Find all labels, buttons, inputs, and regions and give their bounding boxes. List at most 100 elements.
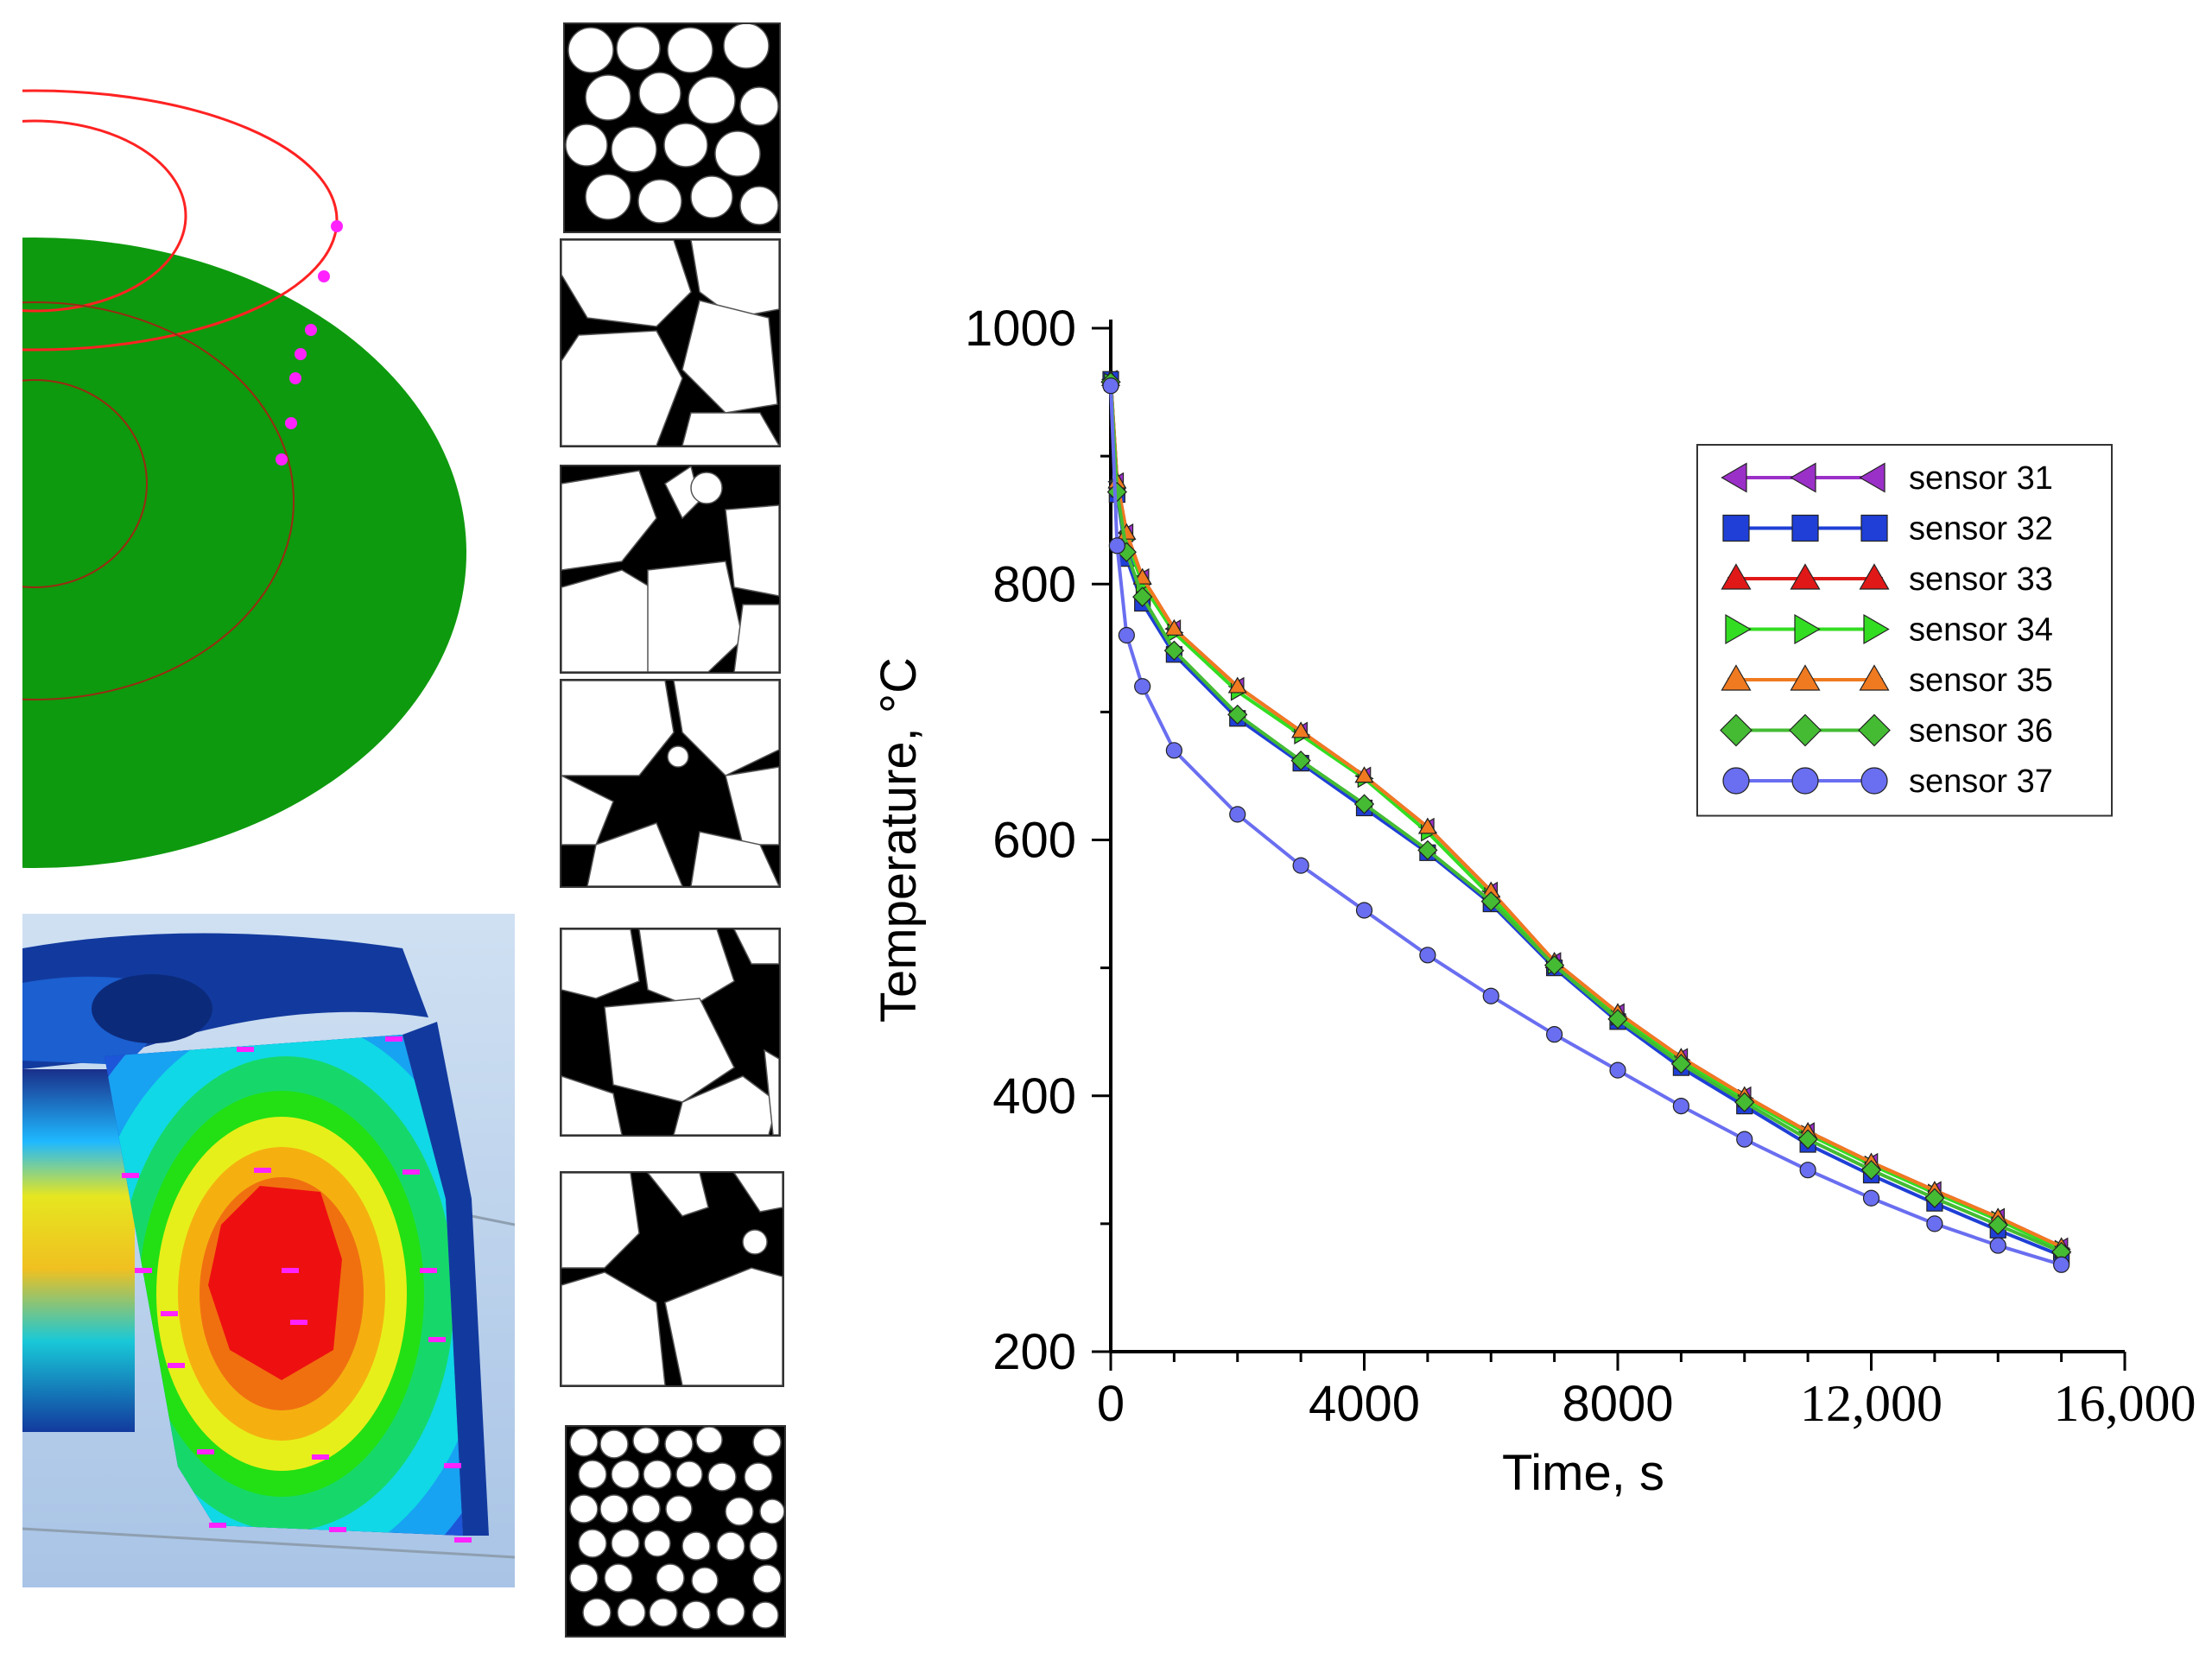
legend-marker [1860,514,1888,542]
legend-marker [1721,563,1752,590]
legend-label: sensor 34 [1909,612,2053,649]
legend-marker [1859,462,1886,493]
data-point [1354,766,1374,783]
y-tick-label: 600 [992,813,1076,869]
legend-marker [1789,713,1822,747]
legend-entry: sensor 31 [1721,460,2053,497]
data-point [1108,537,1125,554]
legend-marker [1720,713,1752,747]
temperature-time-chart: 200 400 600 800 1000 0 4000 8000 12,000 16,000 Tim… [871,301,2196,1501]
data-point [1480,890,1501,912]
legend-marker [1791,767,1819,795]
data-point [1989,1237,2006,1254]
series-sensor-37 [1102,377,2070,1273]
data-point [1860,1160,1882,1181]
legend-marker [1790,664,1821,691]
legend-label: sensor 32 [1909,511,2053,548]
data-point [1924,1188,1945,1208]
x-axis-label: Time, s [1502,1445,1664,1501]
legend-label: sensor 36 [1909,713,2053,750]
x-tick-label: 8000 [1562,1376,1673,1432]
legend-marker [1721,462,1747,493]
microstructure-image-7 [565,1425,786,1638]
data-point [1546,1026,1563,1043]
microstructure-image-4 [560,679,781,888]
microstructure-image-3 [560,465,781,674]
legend-entry: sensor 33 [1721,561,2053,598]
data-point [1163,640,1185,661]
data-point [1353,794,1375,814]
legend-entry: sensor 37 [1722,763,2053,800]
geometry-model-panel [22,89,466,868]
legend-marker [1722,767,1750,795]
data-point [1106,481,1127,503]
data-point [1227,676,1247,694]
data-point [1291,721,1311,738]
legend-entry: sensor 35 [1721,662,2053,699]
microstructure-image-5 [560,928,781,1137]
data-point [1227,704,1248,725]
microstructure-image-6 [560,1171,784,1387]
legend-marker [1859,664,1890,691]
data-point [1543,955,1565,976]
legend-entry: sensor 34 [1725,612,2053,649]
chart-axes: 200 400 600 800 1000 0 4000 8000 12,000 16,000 Tim… [871,301,2196,1501]
data-point [1290,751,1311,771]
chart-legend: sensor 31 sensor 32 sensor 33 sensor 34 sens… [1696,444,2113,817]
disk-ring-inner [22,379,148,588]
legend-marker [1725,613,1752,645]
y-tick-label: 200 [992,1324,1076,1380]
data-point [1797,1129,1818,1150]
legend-label: sensor 35 [1909,662,2053,699]
legend-marker [1794,613,1821,645]
y-axis-label: Temperature, °C [871,657,927,1023]
legend-entry: sensor 36 [1720,713,2053,750]
fem-sensor-marks [122,1036,472,1543]
chart-series-layer [1100,370,2072,1273]
data-point [1926,1215,1943,1232]
x-tick-label: 4000 [1309,1376,1420,1432]
data-point [1419,947,1436,964]
data-point [1102,377,1119,395]
inner-helix-path [22,119,187,313]
legend-label: sensor 37 [1909,763,2053,800]
data-point [1799,1162,1816,1179]
legend-label: sensor 31 [1909,460,2053,497]
legend-marker [1791,514,1819,542]
green-disk [22,238,466,868]
data-point [1118,626,1135,644]
x-tick-label: 0 [1097,1376,1125,1432]
data-point [1482,987,1499,1004]
sensor-points [276,220,343,466]
legend-marker [1790,462,1816,493]
legend-entry: sensor 32 [1722,511,2053,548]
data-point [1134,678,1151,695]
data-point [1417,840,1438,860]
data-point [1132,586,1153,607]
data-point [1292,857,1309,874]
legend-marker [1858,713,1891,747]
legend-marker [1859,563,1890,590]
legend-marker [1860,767,1888,795]
microstructure-image-1 [563,22,781,233]
data-point [1607,1009,1628,1030]
data-point [1672,1097,1689,1115]
y-tick-label: 800 [992,556,1076,612]
data-point [1736,1131,1753,1148]
data-point [2053,1256,2070,1273]
data-point [1609,1061,1626,1079]
data-point [1417,817,1437,834]
data-point [1164,618,1184,636]
legend-label: sensor 33 [1909,561,2053,598]
microstructure-image-2 [560,238,781,447]
disk-ring-outer [22,301,295,700]
data-point [1862,1189,1880,1207]
data-point [1165,742,1182,759]
data-point [1229,806,1246,823]
data-point [1670,1054,1692,1074]
data-point [1355,902,1373,919]
legend-marker [1790,563,1821,590]
data-point [1734,1092,1755,1112]
legend-marker [1721,664,1752,691]
data-point [1987,1214,2008,1236]
